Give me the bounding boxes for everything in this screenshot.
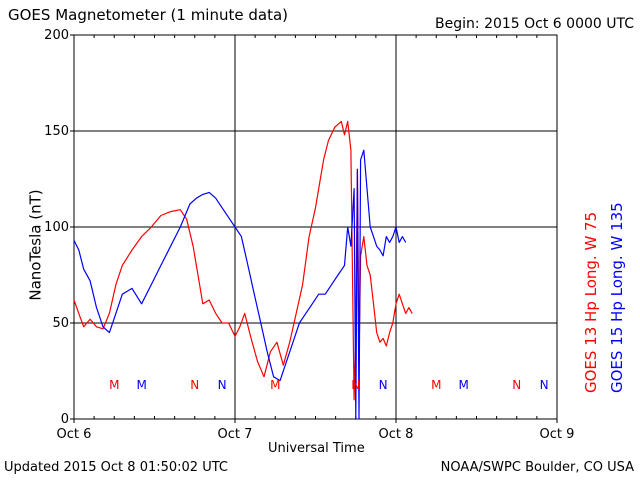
local-time-marker: M: [136, 378, 146, 392]
source-credit: NOAA/SWPC Boulder, CO USA: [440, 460, 634, 475]
local-time-marker: N: [351, 378, 360, 392]
x-tick-label: Oct 7: [218, 427, 253, 442]
x-tick-label: Oct 8: [379, 427, 414, 442]
local-time-marker: N: [512, 378, 521, 392]
local-time-marker: N: [190, 378, 199, 392]
local-time-marker: N: [540, 378, 549, 392]
series-line-goes13: [73, 120, 413, 401]
y-tick-label: 150: [44, 124, 69, 139]
updated-timestamp: Updated 2015 Oct 8 01:50:02 UTC: [4, 460, 228, 475]
chart-title: GOES Magnetometer (1 minute data): [8, 6, 289, 24]
x-axis-label: Universal Time: [268, 441, 365, 456]
local-time-marker: N: [379, 378, 388, 392]
local-time-marker: N: [218, 378, 227, 392]
x-tick-label: Oct 9: [540, 427, 575, 442]
series-line-goes15: [73, 149, 407, 420]
y-tick-label: 50: [52, 316, 69, 331]
y-tick-label: 200: [44, 28, 69, 43]
local-time-marker: M: [458, 378, 468, 392]
y-tick-label: 100: [44, 220, 69, 235]
local-time-marker: M: [109, 378, 119, 392]
begin-time: Begin: 2015 Oct 6 0000 UTC: [435, 16, 634, 32]
local-time-marker: M: [270, 378, 280, 392]
local-time-marker: M: [431, 378, 441, 392]
x-tick-label: Oct 6: [57, 427, 92, 442]
y-tick-label: 0: [61, 412, 69, 427]
